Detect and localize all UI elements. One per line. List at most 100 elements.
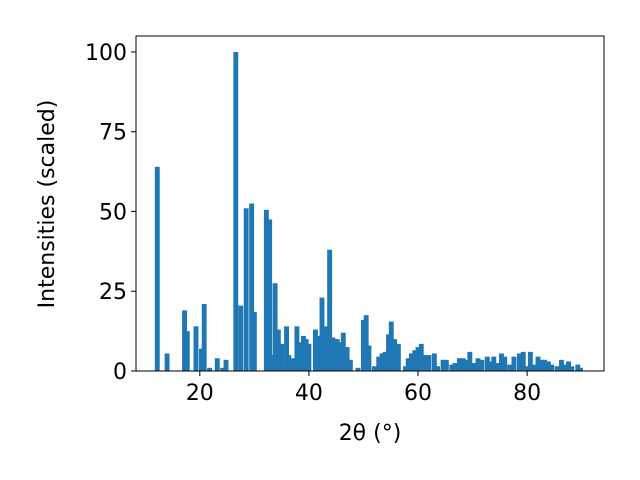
bar: [538, 359, 544, 371]
bar: [184, 331, 190, 371]
bar: [330, 337, 336, 371]
bar: [319, 297, 325, 371]
bar: [243, 208, 249, 371]
bar: [475, 358, 481, 371]
bar: [327, 249, 333, 371]
bar: [549, 364, 555, 371]
bar: [575, 364, 581, 371]
bar: [405, 358, 411, 371]
bar: [566, 361, 571, 371]
bar: [388, 321, 394, 371]
x-tick-label: 20: [186, 381, 214, 406]
bar: [559, 359, 564, 371]
bar: [412, 350, 418, 371]
bar: [554, 366, 560, 371]
bar: [249, 203, 255, 371]
bar: [279, 343, 285, 371]
bar: [578, 367, 583, 371]
bar: [545, 361, 551, 371]
bar: [340, 332, 346, 371]
bar: [371, 366, 377, 371]
bar: [418, 343, 424, 371]
bar: [207, 367, 213, 371]
bar: [403, 366, 408, 371]
bar: [520, 351, 526, 371]
bar: [524, 366, 530, 371]
bar: [272, 283, 278, 371]
bar: [301, 335, 306, 371]
bar: [491, 356, 497, 371]
y-tick-label: 100: [85, 41, 127, 66]
bar: [395, 343, 401, 371]
bar: [290, 358, 296, 371]
bar: [386, 334, 391, 371]
x-tick-label: 80: [513, 381, 541, 406]
bar: [284, 326, 289, 371]
bar: [449, 364, 455, 371]
bar: [517, 353, 522, 371]
y-tick-label: 75: [99, 121, 127, 146]
bar: [251, 311, 257, 371]
bar: [376, 356, 382, 371]
bar: [361, 319, 366, 371]
bar: [220, 367, 226, 371]
bar: [182, 310, 187, 371]
plot-frame: [135, 35, 605, 372]
x-axis-label: 2θ (°): [339, 421, 402, 446]
bar: [409, 353, 414, 371]
bar: [542, 359, 547, 371]
bar: [379, 353, 385, 371]
bar: [415, 347, 421, 371]
y-tick-label: 50: [99, 200, 127, 225]
bar: [164, 353, 170, 371]
bar: [294, 326, 300, 371]
bar: [201, 304, 207, 371]
x-tick-label: 40: [295, 381, 323, 406]
bar: [511, 356, 517, 371]
bar: [535, 356, 541, 371]
bar: [467, 351, 473, 371]
bar: [269, 355, 275, 371]
bar: [562, 364, 568, 371]
bar: [507, 364, 513, 371]
bar: [214, 358, 220, 371]
bar: [322, 326, 328, 371]
bar: [464, 359, 469, 371]
bar: [392, 339, 397, 371]
bar: [363, 315, 369, 371]
bar: [223, 359, 229, 371]
bar: [267, 219, 273, 371]
bar: [499, 353, 504, 371]
y-tick-label: 25: [99, 280, 127, 305]
bar: [355, 367, 361, 371]
bar: [422, 355, 428, 371]
bar: [569, 366, 575, 371]
bar: [344, 347, 350, 371]
y-axis-label: Intensities (scaled): [35, 100, 60, 309]
bar: [487, 361, 493, 371]
bar: [303, 339, 309, 371]
bar: [306, 343, 312, 371]
bar: [495, 363, 501, 371]
bar: [193, 326, 199, 371]
bar: [334, 339, 340, 371]
bar: [479, 359, 485, 371]
bar: [452, 363, 458, 371]
bar: [431, 353, 437, 371]
bar: [484, 356, 490, 371]
bar: [199, 348, 204, 371]
bar: [238, 305, 244, 371]
bar: [457, 358, 462, 371]
x-tick-label: 60: [404, 381, 432, 406]
bar: [426, 355, 432, 371]
bar: [440, 359, 446, 371]
bar: [532, 364, 538, 371]
bar: [286, 355, 292, 371]
bar: [275, 329, 281, 371]
bar: [382, 351, 388, 371]
y-tick-label: 0: [113, 360, 127, 385]
bar: [297, 342, 303, 371]
bar: [347, 359, 353, 371]
bar: [313, 329, 318, 371]
